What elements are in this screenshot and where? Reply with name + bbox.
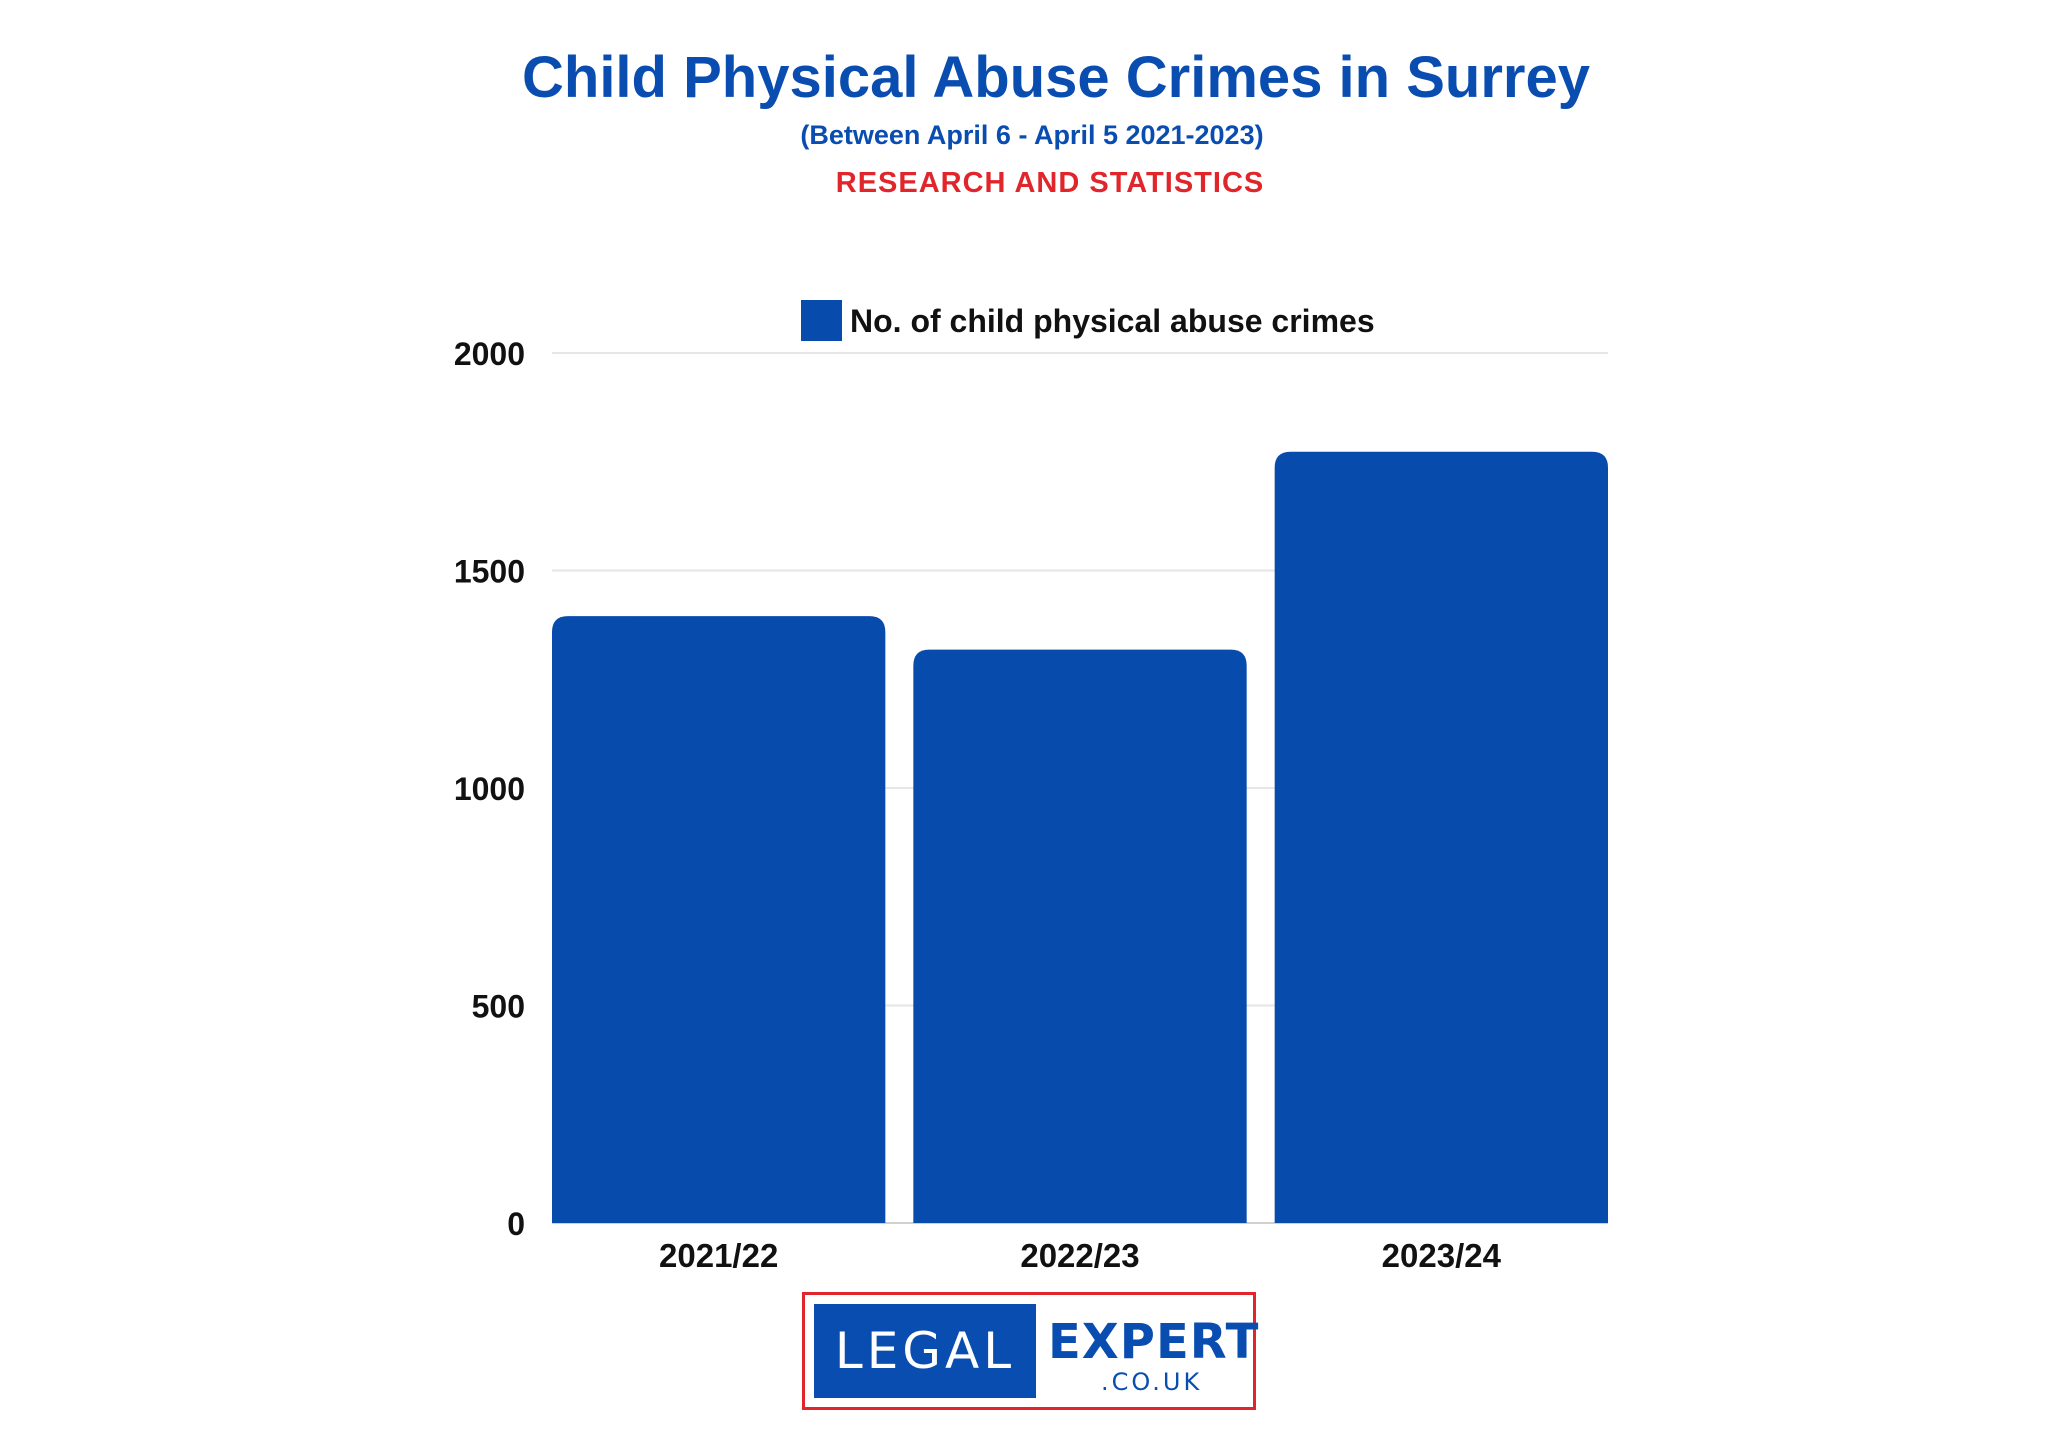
legend: No. of child physical abuse crimes: [801, 300, 1375, 341]
y-tick-label: 1500: [454, 554, 525, 590]
bar-2021-22: [552, 616, 886, 1223]
x-tick-label: 2023/24: [1382, 1237, 1502, 1274]
y-tick-label: 2000: [454, 336, 525, 372]
y-axis-ticks: 0 500 1000 1500 2000: [454, 336, 525, 1242]
chart-title: Child Physical Abuse Crimes in Surrey: [522, 45, 1590, 110]
x-axis-ticks: 2021/22 2022/23 2023/24: [659, 1237, 1502, 1274]
legal-expert-logo: LEGAL EXPERT .CO.UK: [802, 1292, 1260, 1410]
research-tagline: RESEARCH AND STATISTICS: [835, 167, 1265, 199]
logo-domain-text: .CO.UK: [1101, 1368, 1203, 1396]
bar-2023-24: [1274, 451, 1608, 1223]
logo-expert-text: EXPERT: [1048, 1314, 1260, 1370]
y-tick-label: 1000: [454, 771, 525, 807]
x-tick-label: 2021/22: [659, 1237, 778, 1274]
x-tick-label: 2022/23: [1020, 1237, 1139, 1274]
bar-2022-23: [913, 649, 1247, 1223]
chart-subtitle: (Between April 6 - April 5 2021-2023): [800, 120, 1264, 150]
y-tick-label: 0: [507, 1206, 525, 1242]
legend-label: No. of child physical abuse crimes: [850, 303, 1375, 339]
bars: [552, 451, 1608, 1223]
y-tick-label: 500: [472, 989, 525, 1025]
logo-legal-text: LEGAL: [814, 1304, 1036, 1398]
legend-swatch: [801, 300, 842, 341]
